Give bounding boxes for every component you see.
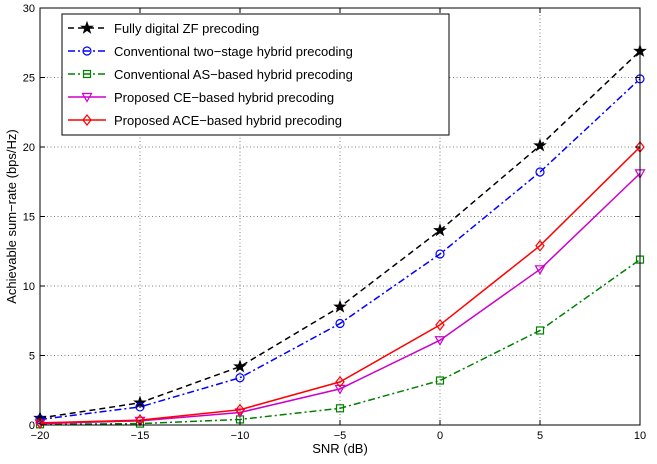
data-point-triangle bbox=[534, 265, 546, 276]
data-point-diamond bbox=[535, 239, 545, 252]
data-point-diamond bbox=[435, 318, 445, 331]
legend-item: Proposed CE−based hybrid precoding bbox=[68, 90, 334, 105]
legend-label: Proposed ACE−based hybrid precoding bbox=[114, 113, 342, 128]
y-tick-label: 20 bbox=[23, 142, 35, 154]
axis-ticks: −20 −15 −10 −5 0 5 10 0 5 10 15 20 25 30 bbox=[23, 3, 646, 442]
data-point-diamond bbox=[335, 375, 345, 388]
data-point-circle bbox=[135, 402, 145, 412]
y-tick-label: 25 bbox=[23, 73, 35, 85]
data-point-triangle bbox=[434, 336, 446, 346]
data-point-triangle bbox=[134, 416, 146, 427]
data-point-star bbox=[533, 138, 547, 152]
x-tick-label: 10 bbox=[634, 430, 646, 442]
legend-label: Proposed CE−based hybrid precoding bbox=[114, 90, 334, 105]
data-point-star bbox=[433, 223, 447, 237]
x-tick-label: −10 bbox=[231, 430, 250, 442]
y-tick-label: 30 bbox=[23, 3, 35, 15]
data-point-diamond bbox=[35, 416, 45, 429]
data-point-square bbox=[535, 326, 545, 335]
legend-item: Fully digital ZF precoding bbox=[68, 20, 259, 36]
data-point-square bbox=[82, 69, 92, 79]
legend-item: Conventional two−stage hybrid precoding bbox=[68, 44, 353, 59]
y-tick-label: 10 bbox=[23, 281, 35, 293]
legend-label: Conventional AS−based hybrid precoding bbox=[114, 67, 353, 82]
legend-item: Conventional AS−based hybrid precoding bbox=[68, 67, 353, 82]
x-axis-label: SNR (dB) bbox=[312, 441, 368, 456]
y-axis-label: Achievable sum−rate (bps/Hz) bbox=[4, 129, 19, 304]
data-point-triangle bbox=[334, 384, 346, 395]
data-point-circle bbox=[335, 318, 345, 329]
data-point-star bbox=[333, 299, 347, 313]
y-tick-label: 0 bbox=[29, 420, 35, 432]
x-tick-label: −15 bbox=[131, 430, 150, 442]
x-tick-label: −5 bbox=[334, 430, 347, 442]
x-tick-label: 5 bbox=[537, 430, 543, 442]
data-point-square bbox=[335, 404, 345, 413]
data-point-circle bbox=[235, 373, 245, 383]
x-tick-label: −20 bbox=[31, 430, 50, 442]
legend-label: Fully digital ZF precoding bbox=[114, 21, 259, 36]
data-point-diamond bbox=[82, 114, 92, 126]
data-point-circle bbox=[435, 249, 445, 259]
legend-label: Conventional two−stage hybrid precoding bbox=[114, 44, 353, 59]
legend-box bbox=[61, 13, 450, 136]
data-point-star bbox=[80, 20, 94, 34]
data-point-square bbox=[435, 376, 445, 385]
x-tick-label: 0 bbox=[437, 430, 443, 442]
data-point-circle bbox=[535, 167, 545, 177]
data-point-circle bbox=[82, 46, 92, 56]
grid bbox=[40, 8, 640, 425]
data-point-diamond bbox=[235, 403, 245, 416]
data-point-star bbox=[133, 395, 147, 409]
y-tick-label: 5 bbox=[29, 351, 35, 363]
data-point-triangle bbox=[81, 92, 93, 103]
series-line bbox=[39, 78, 641, 421]
series-line bbox=[39, 258, 641, 426]
data-point-star bbox=[233, 359, 247, 373]
legend-item: Proposed ACE−based hybrid precoding bbox=[68, 113, 342, 128]
legend: Fully digital ZF precoding Conventional t… bbox=[61, 13, 450, 136]
y-tick-label: 15 bbox=[23, 212, 35, 224]
